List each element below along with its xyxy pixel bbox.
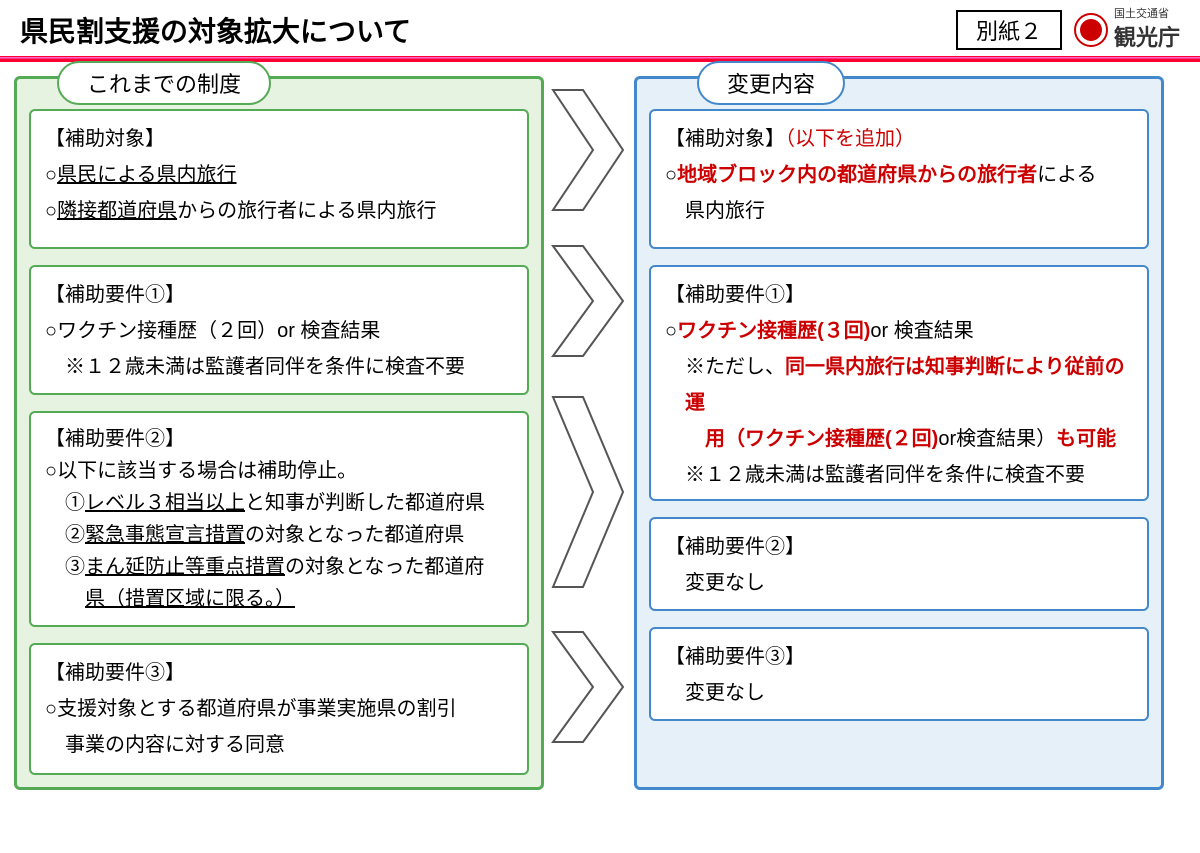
left-box-req3: 【補助要件③】 ○支援対象とする都道府県が事業実施県の割引 事業の内容に対する同… (29, 643, 529, 775)
box-heading: 【補助要件③】 (665, 639, 1133, 675)
box-line: 変更なし (665, 675, 1133, 711)
box-heading: 【補助対象】 (45, 121, 513, 157)
box-line: ○以下に該当する場合は補助停止。 (45, 455, 513, 487)
box-line: ○隣接都道府県からの旅行者による県内旅行 (45, 193, 513, 229)
agency-name: 観光庁 (1114, 20, 1180, 52)
left-box-req2: 【補助要件②】 ○以下に該当する場合は補助停止。 ①レベル３相当以上と知事が判断… (29, 411, 529, 627)
main-content: これまでの制度 【補助対象】 ○県民による県内旅行 ○隣接都道府県からの旅行者に… (0, 66, 1200, 800)
box-heading: 【補助対象】（以下を追加） (665, 121, 1133, 157)
box-line: 用（ワクチン接種歴(２回)or検査結果）も可能 (665, 421, 1133, 457)
box-line: ○ワクチン接種歴(３回)or 検査結果 (665, 313, 1133, 349)
arrow-icon (548, 622, 628, 752)
box-line: ○支援対象とする都道府県が事業実施県の割引 (45, 691, 513, 727)
box-line: ③まん延防止等重点措置の対象となった都道府 (45, 551, 513, 583)
page-title: 県民割支援の対象拡大について (20, 10, 956, 50)
box-heading: 【補助要件①】 (45, 277, 513, 313)
box-heading: 【補助要件②】 (45, 423, 513, 455)
box-line: ○地域ブロック内の都道府県からの旅行者による (665, 157, 1133, 193)
box-line: ※ただし、同一県内旅行は知事判断により従前の運 (665, 349, 1133, 421)
right-box-req3: 【補助要件③】 変更なし (649, 627, 1149, 721)
box-line: ※１２歳未満は監護者同伴を条件に検査不要 (45, 349, 513, 385)
ministry-name: 国土交通省 (1114, 8, 1180, 20)
box-line: 県内旅行 (665, 193, 1133, 229)
arrow-icon (548, 236, 628, 366)
arrow-icon (548, 382, 628, 602)
box-line: ○ワクチン接種歴（２回）or 検査結果 (45, 313, 513, 349)
box-line: ※１２歳未満は監護者同伴を条件に検査不要 (665, 457, 1133, 493)
box-heading: 【補助要件②】 (665, 529, 1133, 565)
box-heading: 【補助要件③】 (45, 655, 513, 691)
box-line: ②緊急事態宣言措置の対象となった都道府県 (45, 519, 513, 551)
attachment-label: 別紙２ (956, 10, 1062, 50)
left-box-subsidy-target: 【補助対象】 ○県民による県内旅行 ○隣接都道府県からの旅行者による県内旅行 (29, 109, 529, 249)
header: 県民割支援の対象拡大について 別紙２ 国土交通省 観光庁 (0, 0, 1200, 56)
right-box-req1: 【補助要件①】 ○ワクチン接種歴(３回)or 検査結果 ※ただし、同一県内旅行は… (649, 265, 1149, 501)
previous-system-column: これまでの制度 【補助対象】 ○県民による県内旅行 ○隣接都道府県からの旅行者に… (14, 76, 544, 790)
left-box-req1: 【補助要件①】 ○ワクチン接種歴（２回）or 検査結果 ※１２歳未満は監護者同伴… (29, 265, 529, 395)
agency-logo: 国土交通省 観光庁 (1074, 8, 1180, 52)
right-box-subsidy-target: 【補助対象】（以下を追加） ○地域ブロック内の都道府県からの旅行者による 県内旅… (649, 109, 1149, 249)
previous-system-tab: これまでの制度 (57, 61, 271, 105)
arrow-icon (548, 80, 628, 220)
changes-column: 変更内容 【補助対象】（以下を追加） ○地域ブロック内の都道府県からの旅行者によ… (634, 76, 1164, 790)
box-line: ①レベル３相当以上と知事が判断した都道府県 (45, 487, 513, 519)
box-line: 変更なし (665, 565, 1133, 601)
box-heading: 【補助要件①】 (665, 277, 1133, 313)
box-line: ○県民による県内旅行 (45, 157, 513, 193)
logo-icon (1074, 13, 1108, 47)
box-line: 事業の内容に対する同意 (45, 727, 513, 763)
box-line: 県（措置区域に限る。） (45, 583, 513, 615)
changes-tab: 変更内容 (697, 61, 845, 105)
arrow-column (548, 80, 638, 752)
right-box-req2: 【補助要件②】 変更なし (649, 517, 1149, 611)
